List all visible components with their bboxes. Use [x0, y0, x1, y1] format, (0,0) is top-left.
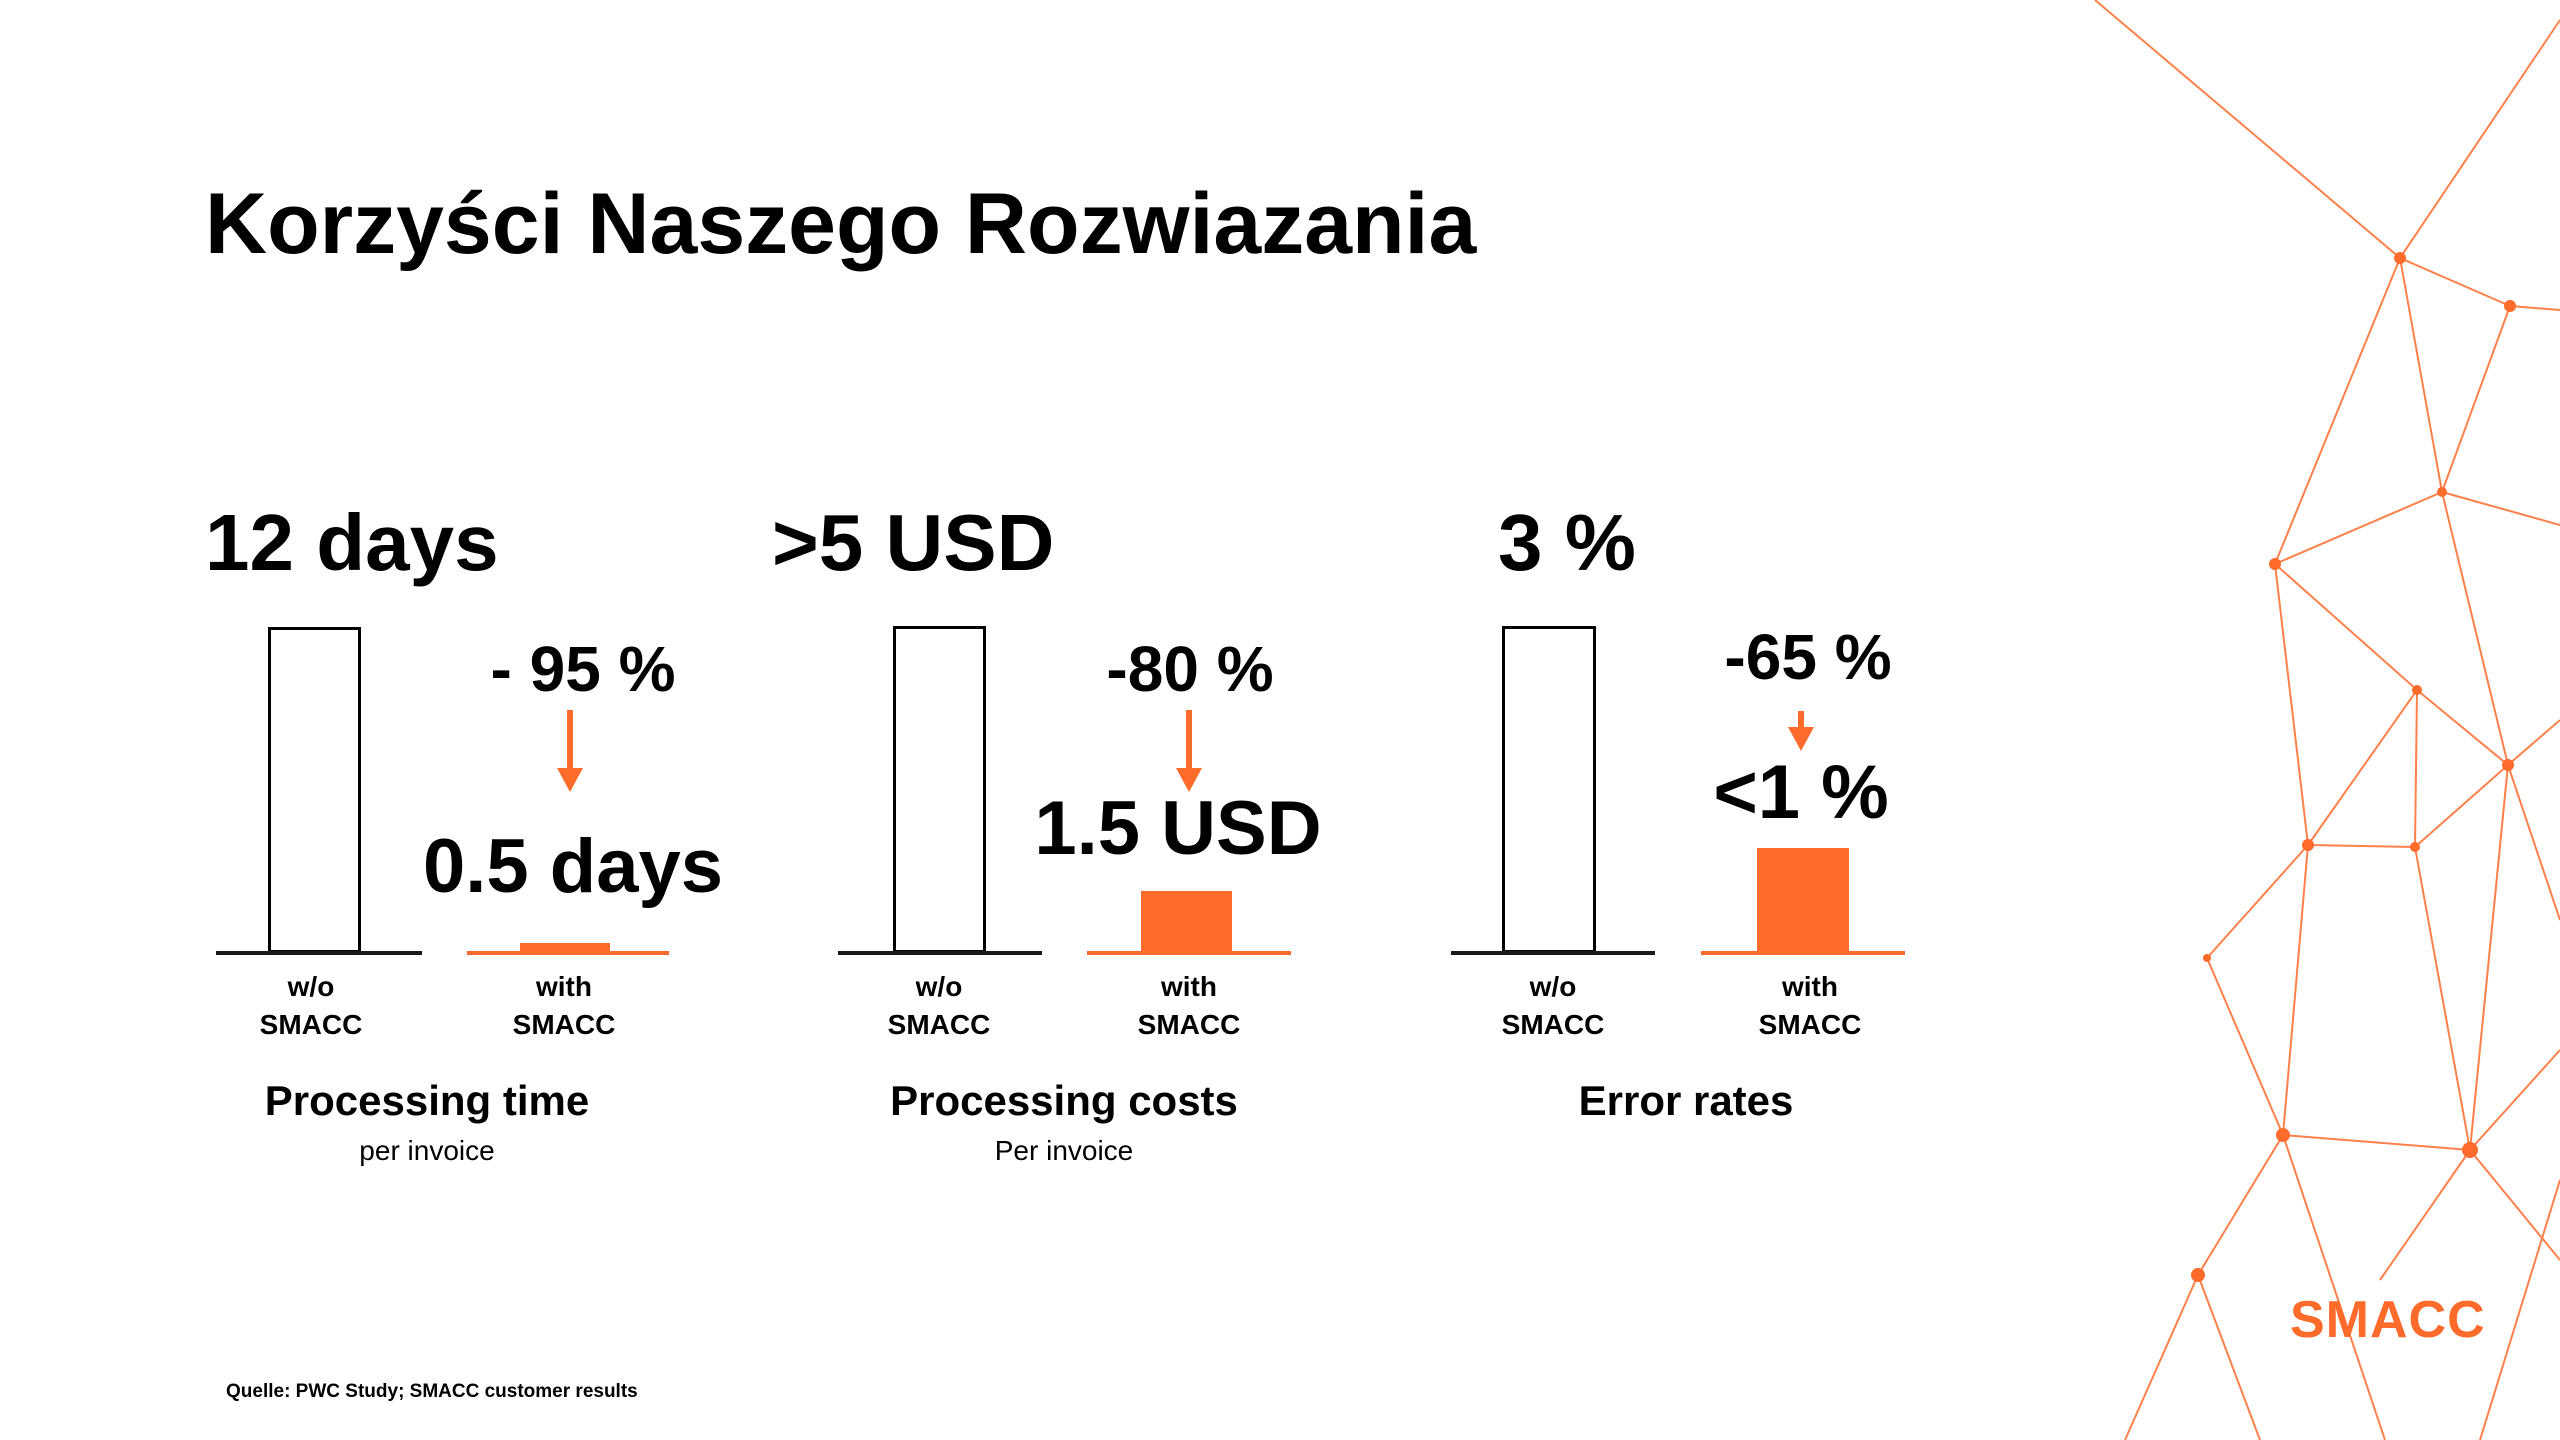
axis-line-without	[216, 951, 422, 955]
axis-line-with	[1701, 951, 1905, 955]
metric-subtitle: per invoice	[359, 1135, 495, 1166]
bar-label-with: with SMACC	[464, 968, 664, 1044]
bar-without-smacc	[1502, 626, 1596, 953]
chart-processing-time: 12 days - 95 % 0.5 days w/o SMACC with S…	[0, 0, 723, 1440]
bar-label-with-line1: with	[1161, 971, 1217, 1002]
axis-line-without	[1451, 951, 1655, 955]
new-value: <1 %	[1713, 750, 1889, 835]
bar-with-smacc	[1141, 891, 1232, 953]
bar-label-without: w/o SMACC	[1453, 968, 1653, 1044]
chart-error-rates: 3 % -65 % <1 % w/o SMACC with SMACC Erro…	[0, 0, 1905, 1440]
bar-with-smacc	[520, 943, 610, 953]
bar-without-smacc	[893, 626, 986, 953]
smacc-logo: SMACC	[2290, 1291, 2486, 1349]
chart-processing-costs: >5 USD -80 % 1.5 USD w/o SMACC with SMAC…	[0, 0, 1322, 1440]
metric-title: Processing time	[264, 1077, 590, 1124]
axis-line-with	[1087, 951, 1291, 955]
bar-label-with: with SMACC	[1710, 968, 1910, 1044]
source-note: Quelle: PWC Study; SMACC customer result…	[226, 1381, 638, 1402]
bar-label-with-line2: SMACC	[512, 1009, 616, 1040]
baseline-value: >5 USD	[772, 498, 1055, 587]
metric-title: Processing costs	[890, 1077, 1238, 1124]
new-value: 1.5 USD	[1034, 786, 1322, 871]
change-percent: -80 %	[1106, 633, 1274, 705]
bar-label-with: with SMACC	[1089, 968, 1289, 1044]
bar-with-smacc	[1757, 848, 1849, 953]
bar-label-without: w/o SMACC	[839, 968, 1039, 1044]
change-percent: -65 %	[1724, 621, 1892, 693]
bar-label-without-line1: w/o	[915, 971, 963, 1002]
metric-subtitle: Per invoice	[994, 1135, 1134, 1166]
bar-label-without: w/o SMACC	[211, 968, 411, 1044]
axis-line-with	[467, 951, 669, 955]
slide-title: Korzyści Naszego Rozwiazania	[205, 176, 1477, 272]
bar-label-with-line2: SMACC	[1758, 1009, 1862, 1040]
bar-label-without-line1: w/o	[1529, 971, 1577, 1002]
bar-label-with-line2: SMACC	[1137, 1009, 1241, 1040]
axis-line-without	[838, 951, 1042, 955]
bar-label-without-line2: SMACC	[259, 1009, 363, 1040]
bar-label-with-line1: with	[1782, 971, 1838, 1002]
new-value: 0.5 days	[423, 824, 723, 909]
bar-label-with-line1: with	[536, 971, 592, 1002]
bar-label-without-line2: SMACC	[887, 1009, 991, 1040]
bar-without-smacc	[268, 627, 361, 953]
metric-title: Error rates	[1578, 1077, 1794, 1124]
bar-label-without-line1: w/o	[287, 971, 335, 1002]
baseline-value: 12 days	[205, 498, 499, 587]
change-percent: - 95 %	[490, 633, 676, 705]
bar-label-without-line2: SMACC	[1501, 1009, 1605, 1040]
baseline-value: 3 %	[1498, 498, 1636, 587]
network-decoration	[2094, 0, 2560, 1440]
